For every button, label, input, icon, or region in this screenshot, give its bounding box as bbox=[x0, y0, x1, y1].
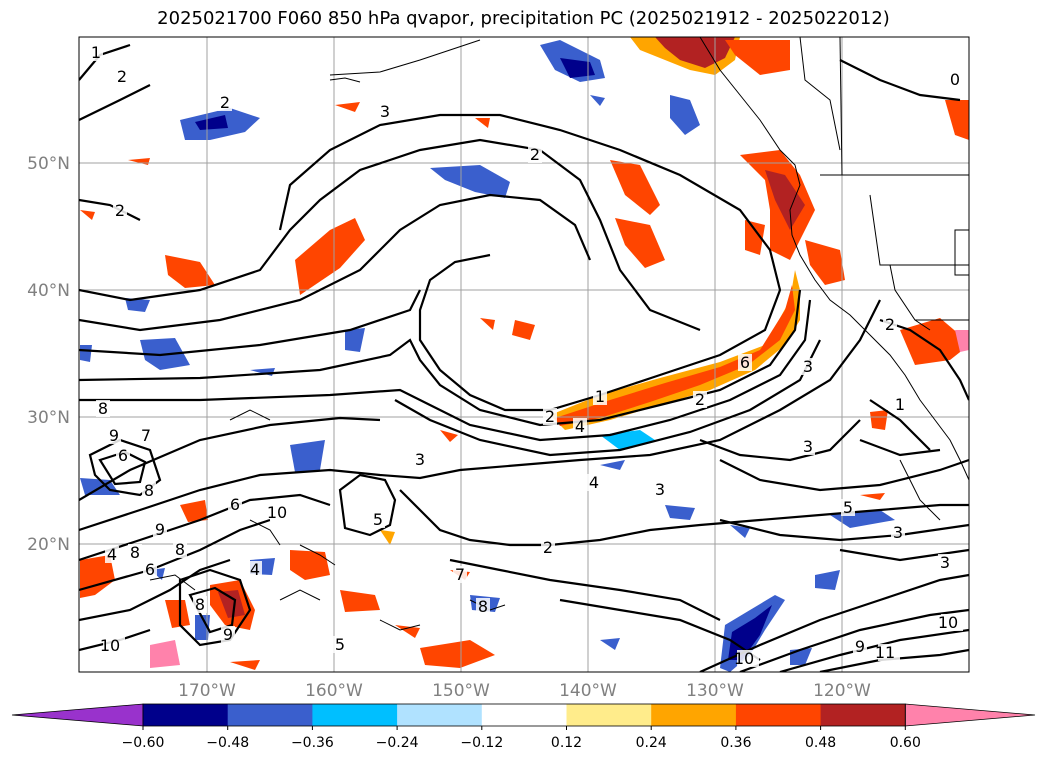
contour-label: 3 bbox=[803, 357, 813, 376]
colorbar-tick-label: 0.12 bbox=[551, 735, 582, 751]
contour-label: 4 bbox=[589, 473, 599, 492]
contour-label: 3 bbox=[380, 102, 390, 121]
contour-label: 1 bbox=[595, 387, 605, 406]
contour-label: 8 bbox=[98, 399, 108, 418]
colorbar-segment bbox=[227, 704, 313, 726]
colorbar-tick-label: 0.48 bbox=[805, 735, 836, 751]
contour-label: 10 bbox=[267, 503, 287, 522]
map-frame bbox=[78, 36, 970, 673]
contour-label: 2 bbox=[885, 315, 895, 334]
lon-label: 170°W bbox=[178, 681, 236, 701]
contour-label: 5 bbox=[373, 510, 383, 529]
lat-label: 30°N bbox=[27, 408, 70, 428]
colorbar-tick-label: −0.12 bbox=[460, 735, 503, 751]
lon-label: 140°W bbox=[559, 681, 617, 701]
contour-label: 7 bbox=[455, 565, 465, 584]
contour-label: 2 bbox=[117, 67, 127, 86]
contour-label: 2 bbox=[543, 538, 553, 557]
contour-label: 5 bbox=[843, 498, 853, 517]
qvapor-contours bbox=[79, 43, 969, 672]
contour-label: 1 bbox=[91, 43, 101, 62]
lon-label: 120°W bbox=[813, 681, 871, 701]
colorbar-segment bbox=[651, 704, 737, 726]
map-title: 2025021700 F060 850 hPa qvapor, precipit… bbox=[157, 8, 890, 29]
contour-label: 6 bbox=[230, 495, 240, 514]
contour-label: 6 bbox=[118, 446, 128, 465]
contour-label: 9 bbox=[855, 637, 865, 656]
colorbar-segment bbox=[481, 704, 567, 726]
contour-label: 3 bbox=[893, 523, 903, 542]
contour-label: 9 bbox=[109, 426, 119, 445]
contour-label: 3 bbox=[940, 553, 950, 572]
contour-label: 3 bbox=[655, 480, 665, 499]
contour-label: 0 bbox=[950, 70, 960, 89]
colorbar-segment bbox=[143, 704, 229, 726]
contour-label: 2 bbox=[545, 407, 555, 426]
colorbar-tick-label: −0.36 bbox=[291, 735, 334, 751]
colorbar-segment bbox=[312, 704, 398, 726]
contour-label: 9 bbox=[223, 625, 233, 644]
latitude-labels: 50°N 40°N 30°N 20°N bbox=[27, 154, 70, 555]
colorbar-tick-label: −0.60 bbox=[122, 735, 165, 751]
colorbar-tick-label: 0.60 bbox=[890, 735, 921, 751]
thin-contours bbox=[149, 409, 506, 631]
colorbar-segment bbox=[566, 704, 652, 726]
lat-label: 20°N bbox=[27, 535, 70, 555]
lat-label: 40°N bbox=[27, 281, 70, 301]
contour-label: 10 bbox=[938, 613, 958, 632]
lon-label: 150°W bbox=[432, 681, 490, 701]
colorbar-segment bbox=[397, 704, 483, 726]
contour-label: 6 bbox=[740, 353, 750, 372]
contour-label: 4 bbox=[107, 545, 117, 564]
contour-label: 8 bbox=[130, 543, 140, 562]
contour-label: 10 bbox=[100, 636, 120, 655]
contour-label: 8 bbox=[144, 481, 154, 500]
contour-label: 2 bbox=[115, 201, 125, 220]
contour-label: 7 bbox=[141, 426, 151, 445]
anomaly-shading bbox=[80, 37, 969, 672]
colorbar-segment bbox=[820, 704, 906, 726]
contour-label: 11 bbox=[875, 643, 895, 662]
contour-label: 4 bbox=[250, 560, 260, 579]
colorbar-tick-label: 0.24 bbox=[636, 735, 667, 751]
colorbar-tick-label: −0.24 bbox=[376, 735, 419, 751]
contour-label: 8 bbox=[175, 540, 185, 559]
contour-label: 1 bbox=[895, 395, 905, 414]
contour-label: 4 bbox=[575, 417, 585, 436]
coastlines bbox=[329, 37, 969, 521]
contour-label: 10 bbox=[734, 649, 754, 668]
lon-label: 130°W bbox=[686, 681, 744, 701]
contour-label: 9 bbox=[155, 520, 165, 539]
colorbar-segment bbox=[735, 704, 822, 726]
lon-label: 160°W bbox=[305, 681, 363, 701]
contour-label: 8 bbox=[478, 597, 488, 616]
contour-label: 5 bbox=[335, 635, 345, 654]
colorbar-tick-label: 0.36 bbox=[720, 735, 751, 751]
colorbar-extend-low bbox=[11, 703, 144, 727]
contour-label: 2 bbox=[695, 390, 705, 409]
lat-label: 50°N bbox=[27, 154, 70, 174]
contour-label: 2 bbox=[220, 93, 230, 112]
longitude-labels: 170°W 160°W 150°W 140°W 130°W 120°W bbox=[178, 681, 871, 701]
colorbar: −0.60 −0.48 −0.36 −0.24 −0.12 0.12 0.24 0.36 0.4… bbox=[11, 703, 1036, 751]
contour-label: 3 bbox=[803, 437, 813, 456]
contour-label: 6 bbox=[145, 560, 155, 579]
contour-label: 2 bbox=[530, 145, 540, 164]
colorbar-extend-high bbox=[904, 703, 1036, 727]
contour-label: 3 bbox=[415, 450, 425, 469]
colorbar-tick-label: −0.48 bbox=[206, 735, 249, 751]
contour-label: 8 bbox=[195, 595, 205, 614]
